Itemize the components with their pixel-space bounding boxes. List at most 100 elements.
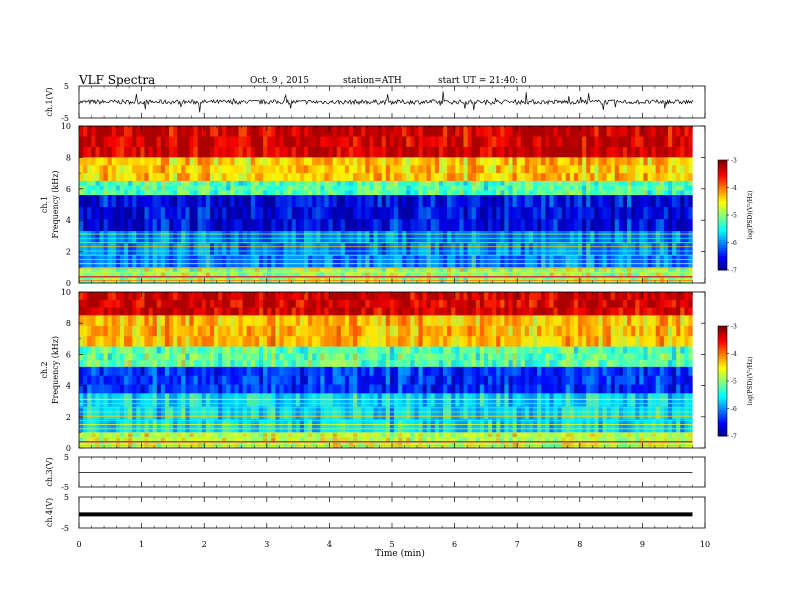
spectrogram-cell [95, 325, 100, 337]
spectrogram-cell [336, 272, 342, 278]
spectrogram-cell [353, 432, 358, 438]
spectrogram-cell [569, 406, 575, 420]
spectrogram-cell [418, 315, 423, 326]
spectrogram-cell [324, 146, 329, 158]
spectrogram-cell [528, 325, 534, 337]
spectrogram-cell [418, 336, 423, 347]
spectrogram-cell [369, 419, 374, 433]
spectrogram-cell [324, 419, 329, 433]
spectrogram-cell [213, 336, 219, 347]
spectrogram-cell [107, 255, 113, 268]
spectrogram-cell [83, 165, 88, 174]
spectrogram-cell [201, 325, 207, 337]
spectrogram-cell [455, 299, 460, 308]
spectrogram-cell [205, 243, 211, 256]
spectrogram-cell [459, 272, 464, 278]
spectrogram-cell [606, 272, 611, 278]
spectrogram-cell [242, 375, 247, 385]
spectrogram-cell [242, 255, 247, 268]
spectrogram-cell [357, 307, 362, 316]
spectrogram-cell [83, 432, 88, 438]
spectrogram-cell [532, 307, 538, 316]
spectrogram-cell [312, 195, 317, 208]
spectrogram-cell [442, 126, 448, 137]
spectrogram-cell [414, 366, 419, 376]
spectrogram-cell [627, 146, 632, 158]
spectrogram-cell [79, 292, 84, 300]
spectrogram-cell [271, 307, 276, 316]
spectrogram-cell [87, 136, 92, 147]
spectrogram-cell [402, 126, 407, 137]
spectrogram-cell [455, 366, 460, 376]
spectrogram-cell [545, 157, 550, 166]
spectrogram-cell [308, 299, 313, 308]
spectrogram-cell [168, 157, 174, 166]
spectrogram-cell [471, 255, 477, 268]
spectrogram-cell [590, 231, 595, 244]
spectrogram-cell [177, 173, 182, 181]
spectrogram-cell [569, 375, 575, 385]
spectrogram-cell [222, 432, 227, 438]
spectrogram-cell [238, 231, 243, 244]
spectrogram-cell [312, 267, 317, 273]
spectrogram-cell [189, 165, 194, 174]
spectrogram-cell [226, 419, 231, 433]
spectrogram-cell [115, 146, 121, 158]
spectrogram-cell [577, 325, 583, 337]
spectrogram-cell [541, 190, 546, 196]
spectrogram-cell [434, 173, 440, 181]
spectrogram-cell [132, 146, 137, 158]
spectrogram-cell [242, 219, 247, 232]
spectrogram-cell [406, 406, 411, 420]
spectrogram-cell [303, 165, 309, 174]
spectrogram-cell [168, 375, 174, 385]
spectrogram-cell [577, 173, 583, 181]
spectrogram-cell [504, 231, 509, 244]
spectrogram-cell [279, 267, 284, 273]
spectrogram-cell [361, 307, 366, 316]
spectrogram-cell [258, 255, 264, 268]
spectrogram-cell [316, 243, 321, 256]
spectrogram-cell [123, 353, 129, 361]
spectrogram-cell [672, 157, 677, 166]
spectrogram-cell [111, 437, 117, 443]
spectrogram-cell [659, 173, 665, 181]
spectrogram-cell [614, 157, 620, 166]
spectrogram-cell [222, 146, 227, 158]
spectrogram-cell [651, 136, 656, 147]
spectrogram-cell [95, 173, 100, 181]
spectrogram-cell [295, 243, 301, 256]
spectrogram-cell [263, 353, 268, 361]
spectrogram-cell [684, 272, 689, 278]
spectrogram-cell [438, 157, 444, 166]
spectrogram-cell [577, 393, 583, 407]
spectrogram-cell [140, 307, 145, 316]
spectrogram-cell [279, 231, 284, 244]
spectrogram-cell [373, 419, 378, 433]
spectrogram-cell [271, 126, 276, 137]
spectrogram-cell [95, 231, 100, 244]
spectrogram-cell [328, 173, 333, 181]
spectrogram-cell [504, 180, 509, 186]
spectrogram-cell [242, 360, 247, 367]
spectrogram-cell [177, 146, 182, 158]
spectrogram-cell [516, 195, 522, 208]
spectrogram-cell [91, 346, 96, 354]
spectrogram-cell [594, 136, 599, 147]
spectrogram-cell [132, 207, 137, 220]
spectrogram-cell [451, 180, 456, 186]
spectrogram-cell [123, 185, 129, 191]
spectrogram-cell [148, 336, 153, 347]
spectrogram-cell [590, 126, 595, 137]
spectrogram-cell [303, 432, 309, 438]
spectrogram-cell [83, 195, 88, 208]
spectrogram-cell [213, 126, 219, 137]
spectrogram-cell [553, 243, 558, 256]
spectrogram-cell [201, 136, 207, 147]
spectrogram-cell [602, 272, 607, 278]
spectrogram-cell [258, 195, 264, 208]
spectrogram-cell [197, 292, 202, 300]
spectrogram-cell [320, 243, 325, 256]
spectrogram-cell [303, 346, 309, 354]
spectrogram-cell [234, 165, 239, 174]
